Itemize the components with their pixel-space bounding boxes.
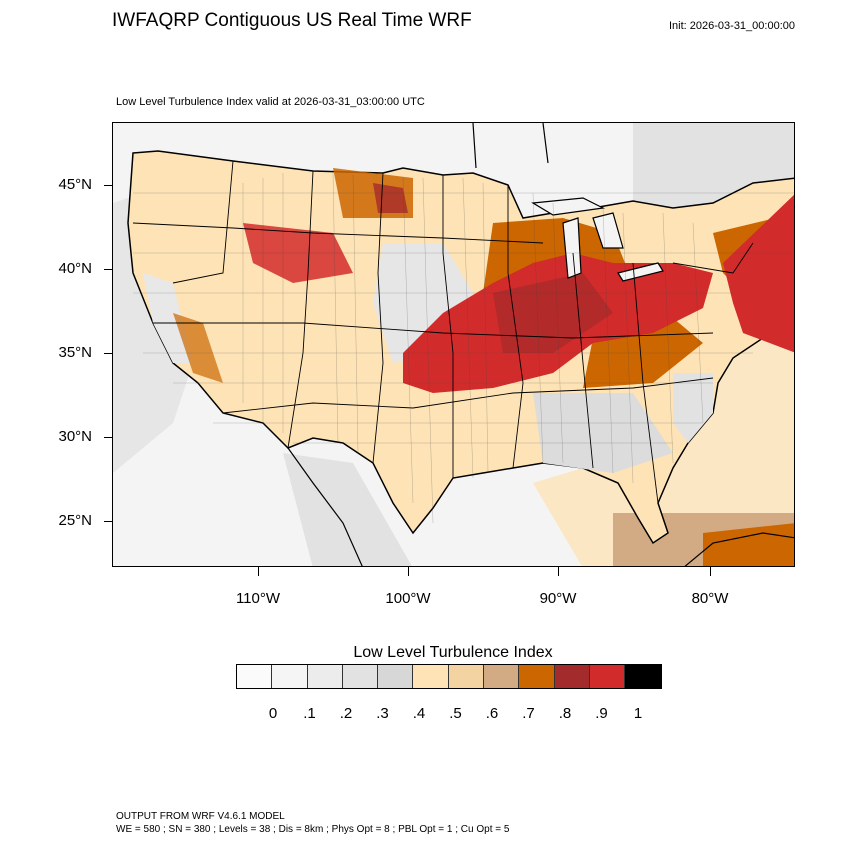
southeast-gray-region (533, 393, 673, 473)
lake-huron (592, 212, 624, 249)
colorbar-tick-label: 1 (633, 705, 643, 722)
canada-lines (472, 123, 549, 169)
lon-tick (710, 567, 711, 576)
lat-label-30n: 30°N (58, 428, 92, 445)
colorbar-tick-label: .5 (449, 705, 462, 722)
colorbar-swatch (307, 665, 343, 688)
colorbar-swatch (272, 665, 308, 688)
colorbar-swatch (342, 665, 379, 688)
lat-label-45n: 45°N (58, 176, 92, 193)
lat-tick (104, 437, 112, 438)
lon-label-80w: 80°W (691, 590, 729, 607)
southwest-orange-region (173, 313, 223, 383)
lat-label-35n: 35°N (58, 344, 92, 361)
lat-tick (104, 269, 112, 270)
colorbar-tick-label: .3 (376, 705, 389, 722)
carolinas-gray-region (673, 373, 713, 443)
colorbar-tick-label: 0 (268, 705, 278, 722)
model-info-line1: OUTPUT FROM WRF V4.6.1 MODEL (116, 811, 285, 822)
lat-tick (104, 185, 112, 186)
plot-subtitle: Low Level Turbulence Index valid at 2026… (116, 96, 425, 108)
mexico-coast (287, 447, 363, 566)
california-gray-region (143, 273, 193, 363)
lon-tick (558, 567, 559, 576)
lon-label-90w: 90°W (539, 590, 577, 607)
colorbar-swatch (484, 665, 520, 688)
state-boundaries (132, 160, 754, 504)
cuba-outline (684, 532, 794, 566)
county-boundaries (133, 172, 794, 524)
lake-michigan (562, 217, 582, 279)
plot-title: IWFAQRP Contiguous US Real Time WRF (112, 10, 472, 31)
colorbar-tick-label: .2 (339, 705, 353, 722)
model-info-line2: WE = 580 ; SN = 380 ; Levels = 38 ; Dis … (116, 824, 510, 835)
lon-tick (258, 567, 259, 576)
colorbar-swatch (519, 665, 555, 688)
colorbar (236, 664, 662, 689)
lon-label-110w: 110°W (235, 590, 281, 607)
lat-tick (104, 521, 112, 522)
colorbar-swatch (625, 665, 661, 688)
colorbar-title: Low Level Turbulence Index (353, 644, 553, 661)
colorbar-tick-label: .6 (485, 705, 499, 722)
colorbar-swatch (237, 665, 273, 688)
lat-label-25n: 25°N (58, 512, 92, 529)
colorbar-tick-label: .7 (522, 705, 535, 722)
turbulence-map (113, 123, 794, 566)
map-panel (112, 122, 795, 567)
lon-tick (408, 567, 409, 576)
lake-erie (617, 262, 664, 282)
colorbar-swatch (448, 665, 485, 688)
lat-label-40n: 40°N (58, 260, 92, 277)
colorbar-swatch (554, 665, 590, 688)
colorbar-tick-label: .8 (558, 705, 572, 722)
lon-label-100w: 100°W (385, 590, 431, 607)
east-coast-red-region (723, 194, 794, 353)
lat-tick (104, 353, 112, 354)
colorbar-tick-label: .4 (412, 705, 426, 722)
colorbar-tick-label: .1 (303, 705, 316, 722)
colorbar-swatch (378, 665, 414, 688)
colorbar-swatch (413, 665, 449, 688)
colorbar-tick-label: .9 (595, 705, 608, 722)
colorbar-swatch (589, 665, 626, 688)
init-time: Init: 2026-03-31_00:00:00 (669, 20, 795, 32)
mexico-gray-shading (283, 453, 412, 566)
